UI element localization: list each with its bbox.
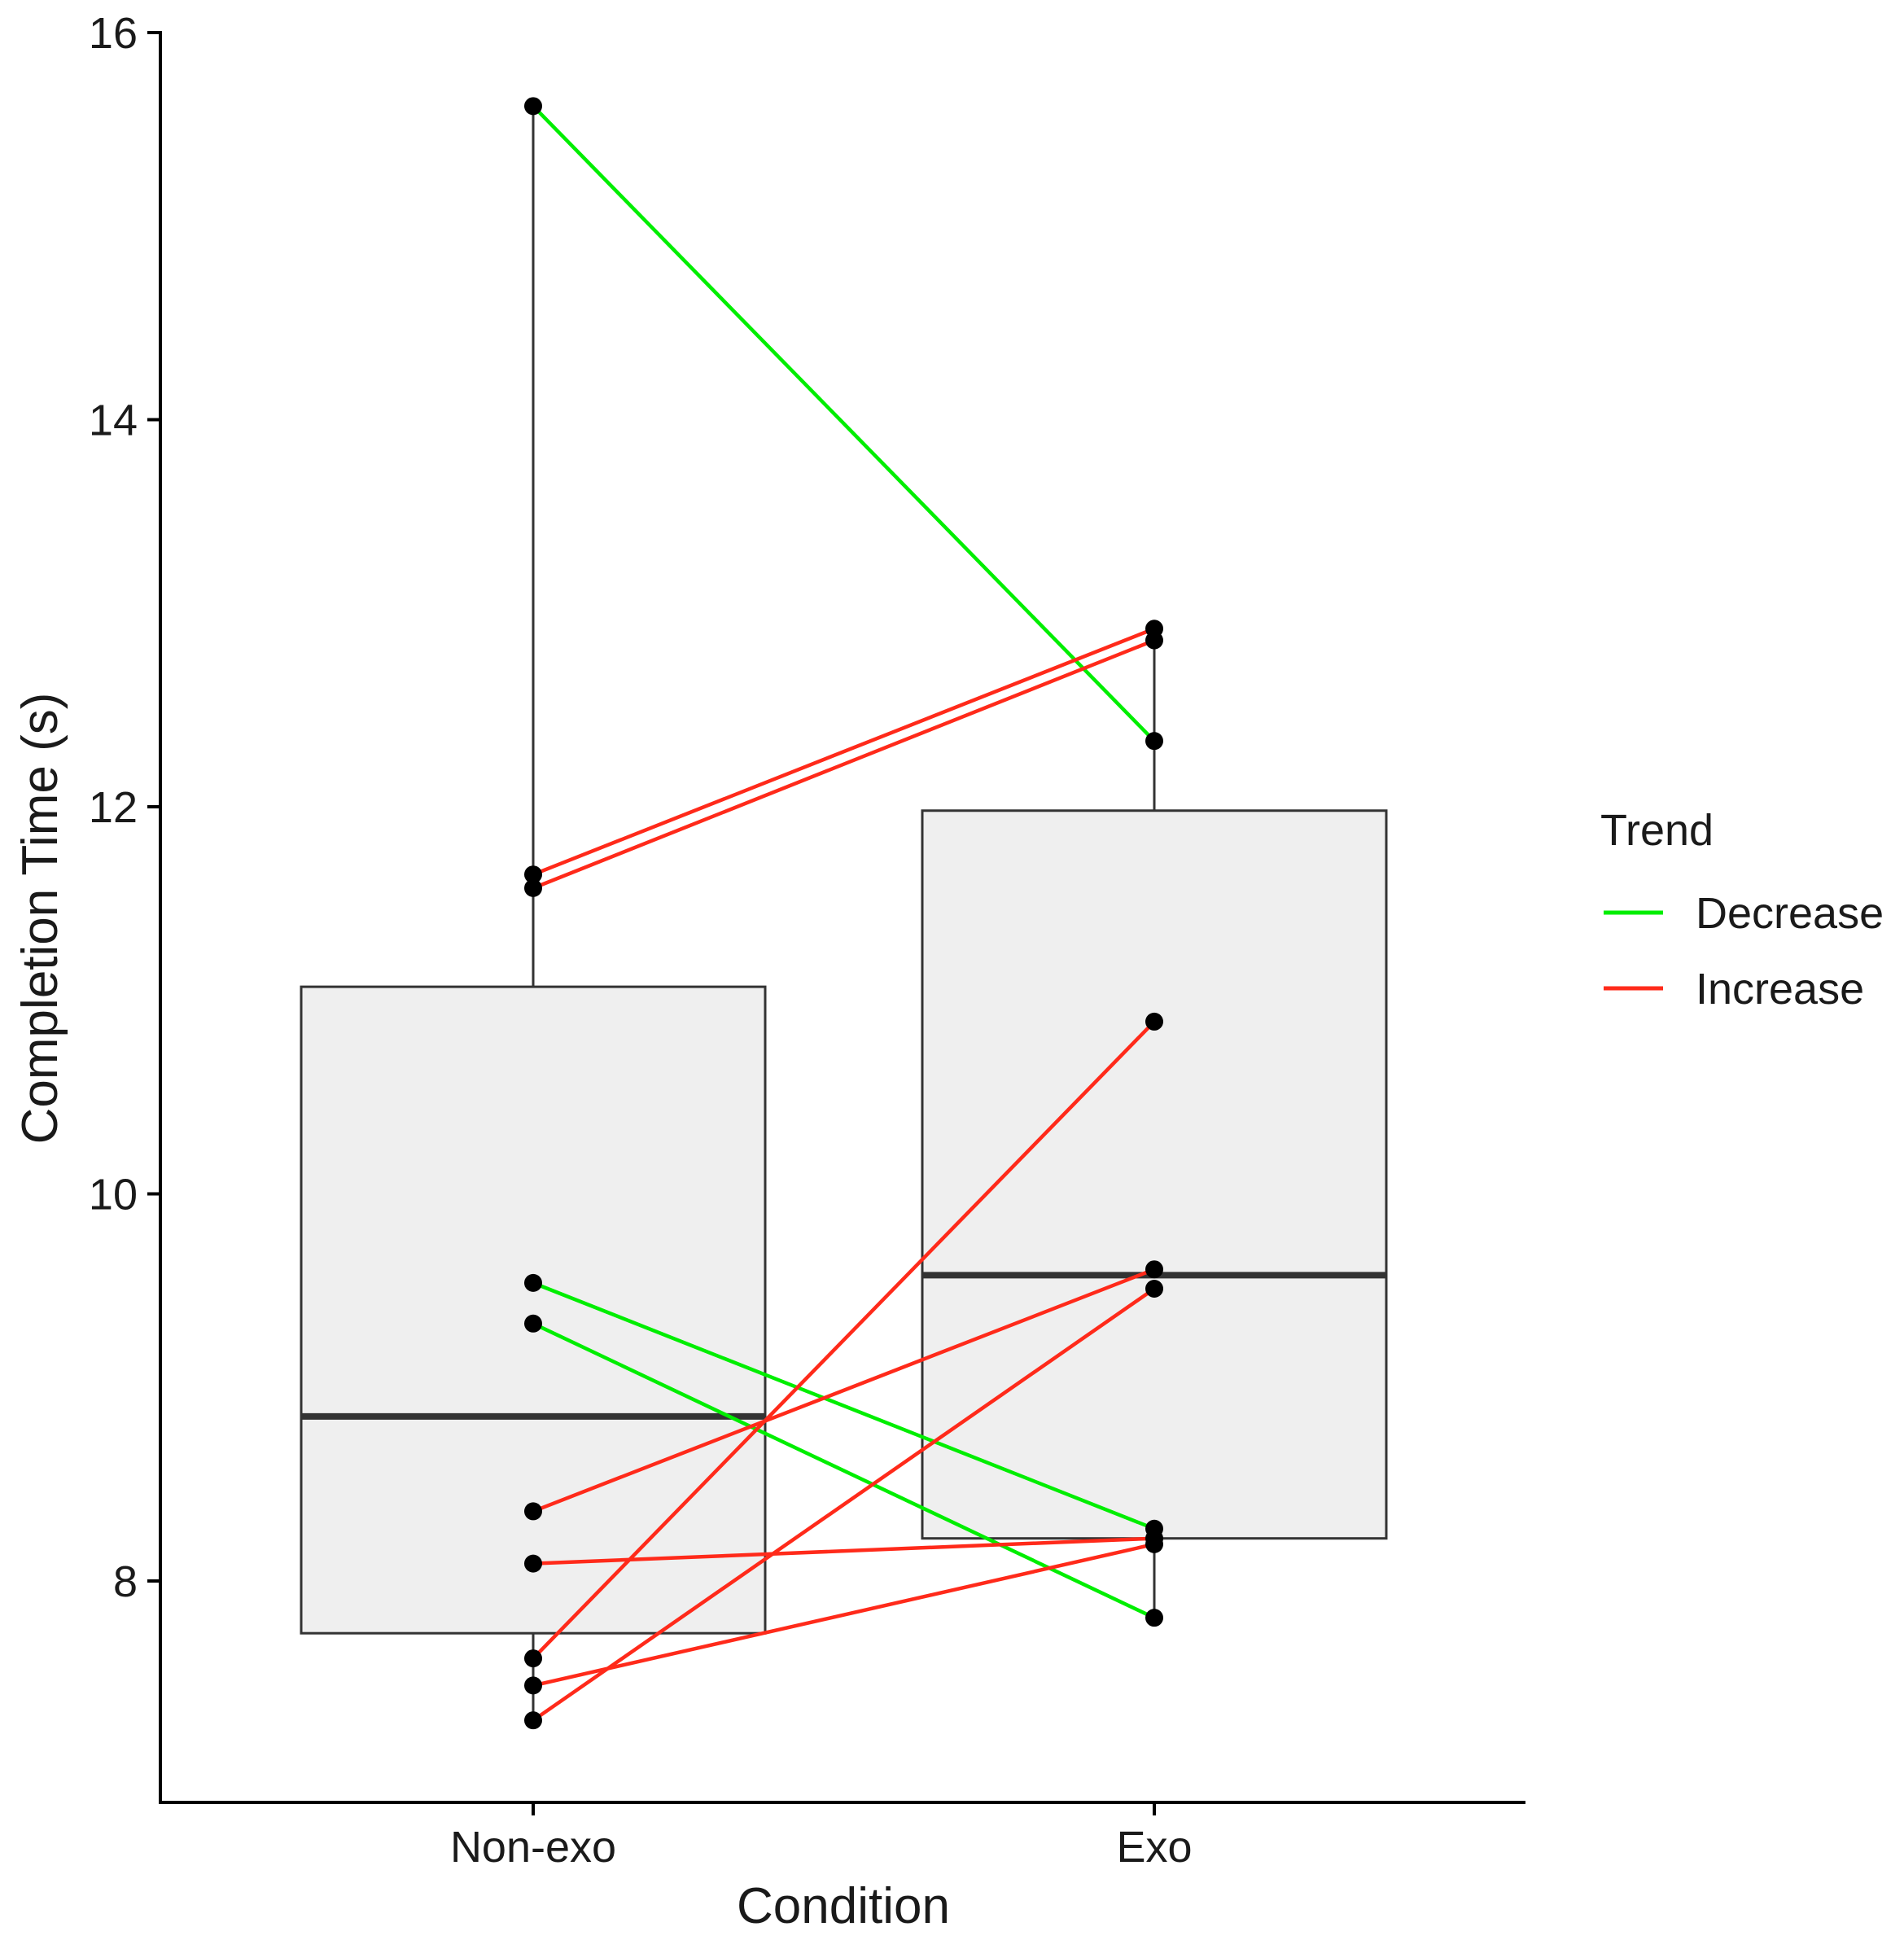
pair-lines-layer [532, 104, 1156, 1723]
pair-line-decrease-2 [532, 1281, 1155, 1531]
legend-label-increase: Increase [1696, 965, 1864, 1014]
pair-line-increase-10 [532, 1287, 1156, 1723]
point-exo-3 [1145, 1609, 1163, 1627]
pair-line-decrease-1 [532, 104, 1156, 742]
point-exo-1 [1145, 732, 1163, 751]
point-exo-10 [1145, 1279, 1163, 1298]
box-non-exo [300, 985, 767, 1635]
x-tick-label-exo: Exo [1116, 1823, 1192, 1872]
pair-line-increase-6 [532, 1268, 1155, 1513]
x-axis-title: Condition [737, 1878, 950, 1934]
boxes-layer [300, 106, 1388, 1721]
point-non-exo-1 [524, 97, 542, 116]
point-non-exo-3 [524, 1314, 542, 1333]
pair-line-increase-9 [532, 1542, 1155, 1688]
point-non-exo-2 [524, 1273, 542, 1292]
pair-line-increase-4 [532, 627, 1155, 877]
legend-title: Trend [1600, 806, 1714, 855]
point-non-exo-6 [524, 1502, 542, 1521]
point-exo-8 [1145, 1012, 1163, 1031]
legend-entries: Decrease Increase [1604, 889, 1884, 1014]
pair-line-increase-8 [532, 1020, 1156, 1660]
pair-line-increase-5 [532, 638, 1155, 890]
x-tick-label-non-exo: Non-exo [450, 1823, 616, 1872]
y-axis-title: Completion Time (s) [12, 693, 68, 1145]
y-ticks-layer: 8 10 12 14 16 [89, 9, 160, 1606]
point-exo-6 [1145, 1260, 1163, 1279]
points-layer [524, 97, 1163, 1730]
point-non-exo-5 [524, 878, 542, 897]
point-non-exo-9 [524, 1676, 542, 1695]
y-tick-label-8: 8 [113, 1557, 138, 1606]
y-tick-label-10: 10 [89, 1171, 138, 1220]
y-tick-label-12: 12 [89, 783, 138, 832]
y-tick-label-14: 14 [89, 396, 138, 445]
point-non-exo-8 [524, 1649, 542, 1668]
point-exo-9 [1145, 1535, 1163, 1553]
y-tick-label-16: 16 [89, 9, 138, 58]
point-non-exo-4 [524, 865, 542, 884]
box-exo [921, 809, 1388, 1540]
x-ticks-layer: Non-exo Exo [450, 1802, 1193, 1872]
legend: Trend Decrease Increase [1600, 806, 1884, 1014]
point-non-exo-10 [524, 1711, 542, 1730]
pair-line-increase-7 [532, 1536, 1155, 1566]
point-non-exo-7 [524, 1554, 542, 1573]
legend-label-decrease: Decrease [1696, 889, 1884, 938]
point-exo-5 [1145, 631, 1163, 650]
